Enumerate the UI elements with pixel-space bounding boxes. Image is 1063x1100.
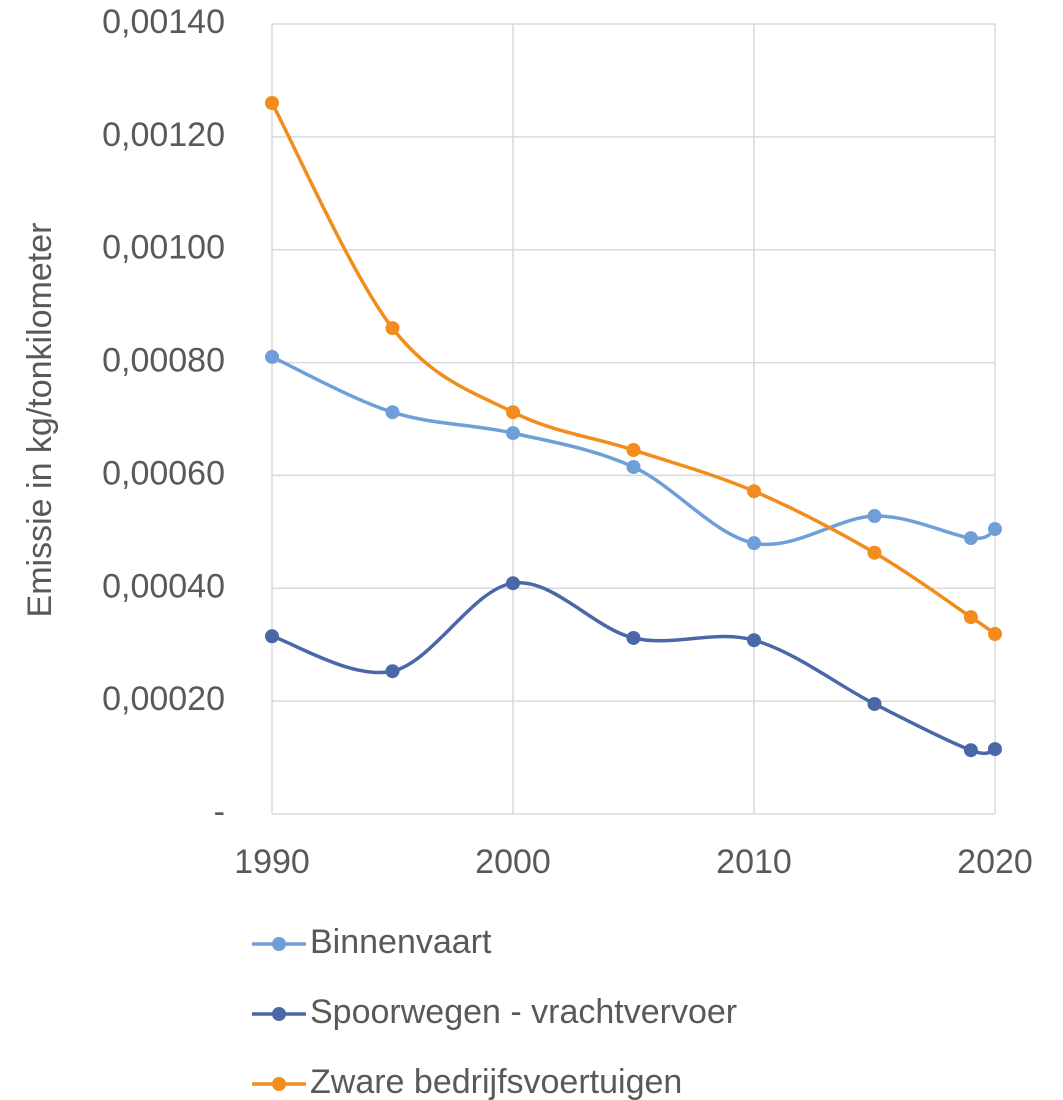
legend-marker	[272, 1077, 286, 1091]
data-point	[963, 531, 978, 546]
legend-label: Zware bedrijfsvoertuigen	[310, 1063, 682, 1100]
data-point	[506, 426, 520, 441]
data-point	[867, 509, 882, 524]
x-tick-label: 2010	[716, 843, 792, 881]
series-line	[270, 102, 997, 636]
data-point	[506, 405, 520, 420]
y-tick-label: 0,00140	[102, 3, 225, 41]
legend-marker	[272, 1007, 286, 1021]
y-tick-label: 0,00060	[102, 454, 225, 492]
series-line	[271, 355, 996, 547]
legend-label: Spoorwegen - vrachtvervoer	[310, 993, 737, 1031]
data-point	[867, 545, 882, 560]
data-point	[988, 742, 1002, 757]
data-point	[747, 484, 761, 499]
data-point	[963, 743, 978, 758]
data-point	[963, 610, 978, 625]
y-tick-label: 0,00120	[102, 116, 225, 154]
legend-label: Binnenvaart	[310, 923, 492, 961]
data-point	[265, 349, 279, 364]
data-point	[988, 522, 1002, 537]
legend-marker	[272, 937, 286, 951]
data-point	[265, 96, 279, 110]
y-axis-label: Emissie in kg/tonkilometer	[21, 223, 59, 618]
x-tick-label: 1990	[234, 843, 310, 881]
y-tick-label: -	[214, 793, 225, 831]
y-tick-label: 0,00080	[102, 342, 225, 380]
data-point	[265, 629, 279, 644]
data-point	[626, 459, 641, 474]
data-point	[747, 633, 761, 648]
data-point	[988, 626, 1002, 641]
y-tick-label: 0,00020	[102, 680, 225, 718]
series-line	[271, 581, 996, 756]
data-point	[747, 536, 761, 551]
data-point	[867, 696, 882, 711]
data-point	[626, 630, 641, 645]
y-tick-label: 0,00100	[102, 229, 225, 267]
x-tick-label: 2020	[957, 843, 1033, 881]
data-point	[385, 321, 400, 336]
data-point	[506, 576, 520, 591]
y-tick-label: 0,00040	[102, 567, 225, 605]
data-point	[626, 443, 641, 458]
x-tick-label: 2000	[475, 843, 551, 881]
data-point	[385, 405, 400, 420]
data-point	[385, 664, 400, 679]
